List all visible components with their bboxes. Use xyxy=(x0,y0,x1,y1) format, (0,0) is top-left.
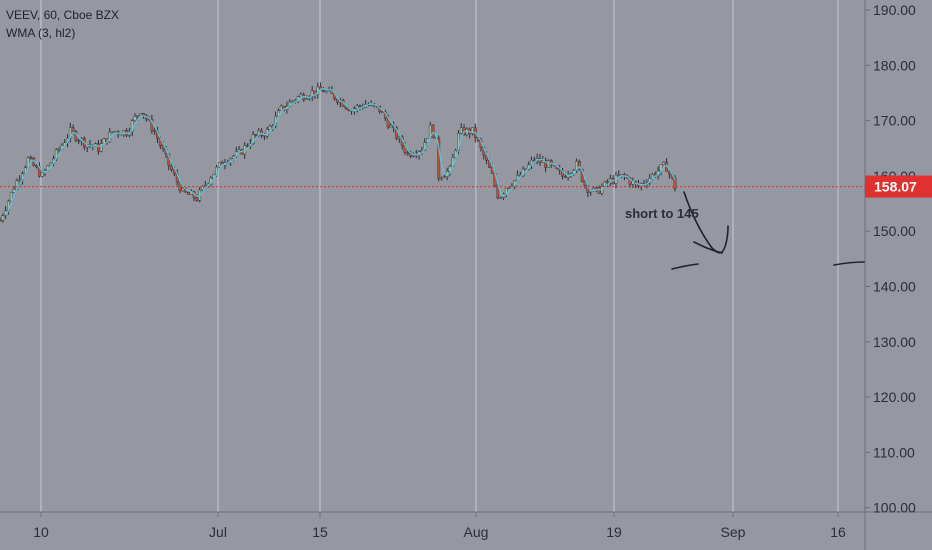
time-tick-label: 10 xyxy=(33,524,49,540)
time-tick-label: 19 xyxy=(606,524,622,540)
candle-body xyxy=(195,197,199,201)
candle-body xyxy=(606,181,609,184)
candle-body xyxy=(563,175,567,178)
candle-body xyxy=(544,160,548,168)
candle-body xyxy=(305,98,308,100)
candle-body xyxy=(246,144,249,147)
candle-body xyxy=(541,160,545,163)
price-tick-label: 130.00 xyxy=(873,334,916,350)
candle-body xyxy=(9,192,13,202)
candle-body xyxy=(29,157,33,159)
candle-body xyxy=(139,113,143,116)
price-tick-label: 180.00 xyxy=(873,57,916,73)
candle-body xyxy=(459,127,463,134)
candle-body xyxy=(324,90,328,93)
price-tick-label: 170.00 xyxy=(873,113,916,129)
candle-body xyxy=(440,177,443,180)
time-tick-label: 16 xyxy=(830,524,846,540)
candle-body xyxy=(18,179,22,182)
candle-body xyxy=(662,161,666,165)
candle-body xyxy=(71,127,75,132)
symbol-label: VEEV, 60, Cboe BZX xyxy=(6,8,119,22)
candle-body xyxy=(355,105,359,109)
time-tick-label: 15 xyxy=(312,524,328,540)
candle-body xyxy=(406,152,410,154)
candle-body xyxy=(99,143,103,152)
candle-body xyxy=(471,127,474,135)
candle-body xyxy=(181,187,185,192)
candle-body xyxy=(40,172,44,177)
legend: VEEV, 60, Cboe BZX WMA (3, hl2) xyxy=(6,6,119,42)
candle-body xyxy=(187,191,190,195)
annotation-text: short to 145 xyxy=(625,206,699,221)
candle-body xyxy=(310,90,314,97)
candle-body xyxy=(35,165,38,168)
candle-body xyxy=(336,98,339,103)
drawn-target-line-left xyxy=(671,263,699,270)
candle-body xyxy=(291,100,294,103)
candle-body xyxy=(0,219,2,222)
candle-body xyxy=(507,187,511,189)
price-tick-label: 150.00 xyxy=(873,223,916,239)
price-tick-label: 110.00 xyxy=(873,444,915,460)
candle-body xyxy=(490,167,494,174)
candle-body xyxy=(322,89,325,93)
candle-body xyxy=(344,106,348,109)
candle-body xyxy=(161,145,165,150)
candle-body xyxy=(1,215,5,221)
candle-body xyxy=(153,130,157,132)
candle-body xyxy=(136,115,140,117)
candle-body xyxy=(673,177,677,190)
candle-body xyxy=(111,131,114,133)
candle-body xyxy=(133,116,137,121)
candle-body xyxy=(170,165,173,171)
drawn-arrow-head xyxy=(693,241,723,254)
candle-body xyxy=(57,149,61,151)
candle-body xyxy=(217,162,221,168)
candle-body xyxy=(358,105,362,108)
candle-body xyxy=(442,176,446,179)
last-price-tag xyxy=(865,175,932,198)
candle-body xyxy=(597,187,601,194)
candle-body xyxy=(77,140,81,142)
candle-body xyxy=(499,197,503,199)
candle-body xyxy=(97,143,100,152)
price-tick-label: 190.00 xyxy=(873,2,916,18)
time-tick-label: Sep xyxy=(721,524,746,540)
price-tick-label: 140.00 xyxy=(873,279,916,295)
time-tick-label: Jul xyxy=(209,524,227,540)
candle-body xyxy=(268,126,272,130)
candle-body xyxy=(577,161,581,170)
price-tick-label: 120.00 xyxy=(873,389,916,405)
candle-body xyxy=(485,155,488,161)
candle-body xyxy=(431,124,435,138)
candle-body xyxy=(412,154,415,157)
candle-body xyxy=(594,187,598,189)
wma-line xyxy=(4,87,676,216)
price-tick-label: 100.00 xyxy=(873,500,916,516)
candle-body xyxy=(254,134,258,136)
candle-body xyxy=(201,186,204,191)
candle-body xyxy=(549,160,553,165)
drawn-target-line-right xyxy=(833,261,865,266)
indicator-label: WMA (3, hl2) xyxy=(6,26,76,40)
candle-body xyxy=(667,171,671,175)
last-price-label: 158.07 xyxy=(874,179,917,195)
candle-body xyxy=(389,125,393,128)
candle-body xyxy=(122,130,126,136)
candle-body xyxy=(628,178,632,185)
time-tick-label: Aug xyxy=(464,524,489,540)
